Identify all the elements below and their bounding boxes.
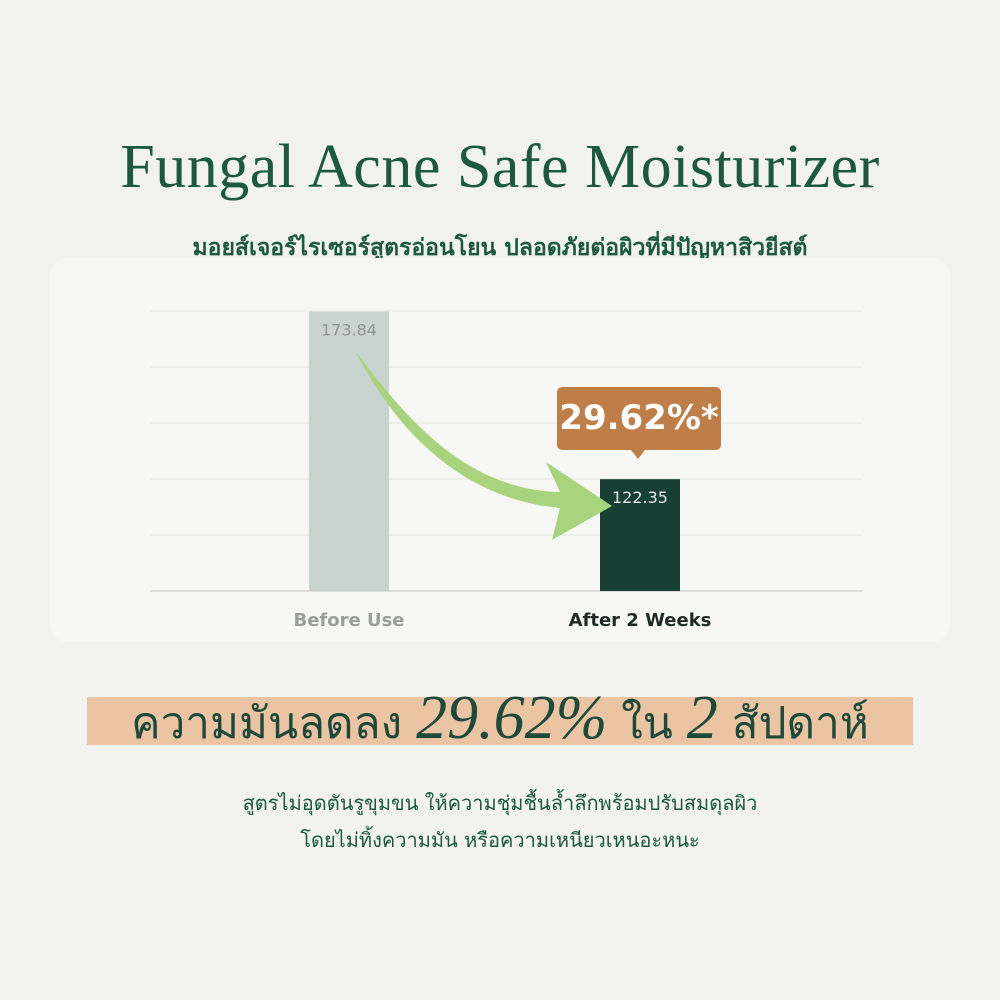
chart-card (50, 258, 950, 642)
category-label: After 2 Weeks (569, 610, 712, 631)
headline-text: ใน (607, 698, 687, 749)
bar (600, 479, 680, 591)
reduction-callout: 29.62%* (557, 387, 721, 459)
arrow-icon (355, 350, 612, 540)
body-line-2: โดยไม่ทิ้งความมัน หรือความเหนียวเหนอะหนะ (300, 828, 700, 852)
page-subtitle: มอยส์เจอร์ไรเซอร์สูตรอ่อนโยน ปลอดภัยต่อผ… (192, 235, 808, 261)
data-label: 122.35 (612, 488, 668, 507)
bar (309, 311, 389, 591)
page-title: Fungal Acne Safe Moisturizer (120, 133, 880, 201)
headline: ความมันลดลง 29.62% ใน 2 สัปดาห์ (0, 683, 1000, 758)
body-line-1: สูตรไม่อุดตันรูขุมขน ให้ความชุ่มชื้นล้ำล… (242, 791, 758, 815)
headline-text: ความมันลดลง (131, 698, 417, 749)
headline-percent: 29.62% (416, 684, 608, 752)
category-label: Before Use (293, 610, 404, 631)
headline-text: สัปดาห์ (717, 698, 869, 749)
headline-weeks: 2 (686, 684, 718, 752)
headline-highlight (87, 697, 913, 745)
data-label: 173.84 (321, 321, 377, 340)
